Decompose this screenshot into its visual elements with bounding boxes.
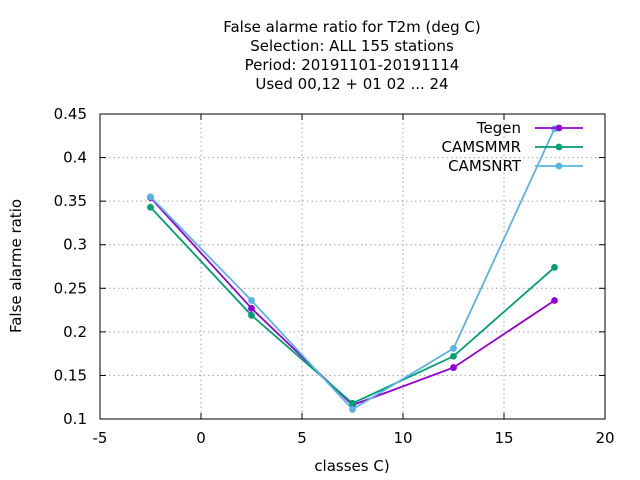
data-point-camsmmr <box>147 203 154 211</box>
legend-marker <box>555 143 563 151</box>
x-tick-label: 0 <box>196 429 206 447</box>
data-point-camsnrt <box>349 406 356 413</box>
y-tick-label: 0.45 <box>54 105 87 123</box>
y-tick-label: 0.15 <box>54 366 87 384</box>
chart-title: False alarme ratio for T2m (deg C)Select… <box>223 18 481 93</box>
data-point-camsmmr <box>450 352 457 360</box>
x-axis-label: classes C) <box>314 457 389 475</box>
data-point-camsnrt <box>450 345 457 352</box>
data-point-camsnrt <box>147 193 154 201</box>
legend-marker <box>555 162 563 170</box>
title-line: Used 00,12 + 01 02 ... 24 <box>255 75 448 93</box>
y-tick-label: 0.4 <box>63 149 87 167</box>
y-tick-label: 0.25 <box>54 279 87 297</box>
x-tick-label: 5 <box>297 429 307 447</box>
y-tick-label: 0.2 <box>63 323 87 341</box>
data-point-camsmmr <box>349 399 356 407</box>
grid <box>100 114 605 419</box>
axis-ticks: -5 0 5 10 15 20 0.1 0.15 0.2 0.25 0.3 0.35 0.4 0.45 <box>54 105 615 447</box>
data-point-tegen <box>551 297 558 304</box>
data-point-tegen <box>450 364 457 371</box>
y-tick-label: 0.1 <box>63 410 87 428</box>
series-line-tegen <box>149 197 555 407</box>
x-tick-label: -5 <box>93 429 108 447</box>
x-tick-label: 10 <box>393 429 412 447</box>
title-line: Selection: ALL 155 stations <box>250 37 454 55</box>
y-tick-label: 0.35 <box>54 192 87 210</box>
title-line: Period: 20191101-20191114 <box>245 56 460 74</box>
series-line-camsmmr <box>149 206 556 405</box>
legend-label: Tegen <box>476 119 521 137</box>
y-axis-label: False alarme ratio <box>7 199 25 333</box>
legend-label: CAMSNRT <box>448 157 522 175</box>
legend-marker <box>555 124 563 132</box>
legend-label: CAMSMMR <box>441 138 521 156</box>
x-tick-label: 15 <box>494 429 513 447</box>
y-tick-label: 0.3 <box>63 236 87 254</box>
data-point-camsmmr <box>551 263 558 271</box>
data-point-tegen <box>248 304 255 312</box>
data-point-camsmmr <box>248 311 255 319</box>
plot-frame <box>99 113 606 420</box>
data-point-camsnrt <box>248 297 255 304</box>
title-line: False alarme ratio for T2m (deg C) <box>223 18 481 36</box>
x-tick-label: 20 <box>595 429 614 447</box>
series-lines <box>147 125 558 413</box>
